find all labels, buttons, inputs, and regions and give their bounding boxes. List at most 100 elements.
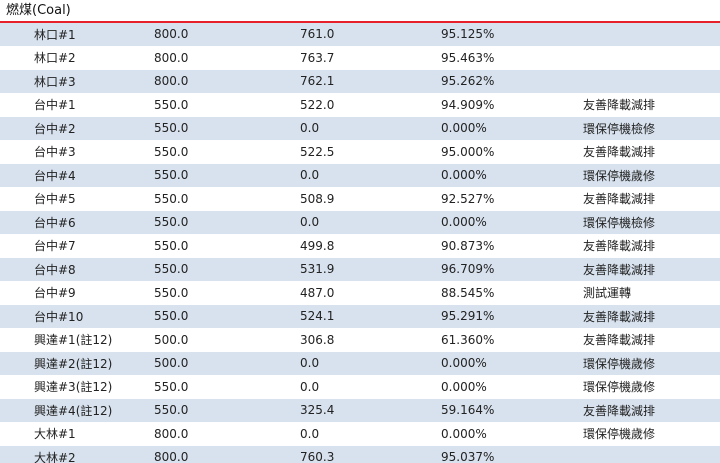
table-row: 林口#2 800.0 763.7 95.463%: [0, 46, 720, 70]
installed-capacity: 500.0: [154, 351, 300, 376]
installed-capacity: 550.0: [154, 281, 300, 305]
installed-capacity: 550.0: [154, 93, 300, 117]
remark: 環保停機歲修: [583, 422, 720, 446]
unit-name: 興達#4(註12): [34, 398, 154, 423]
remark: 友善降載減排: [583, 93, 720, 117]
net-generation: 499.8: [300, 234, 441, 258]
unit-name: 興達#3(註12): [34, 375, 154, 399]
net-generation: 0.0: [300, 210, 441, 235]
row-indent: [0, 398, 34, 423]
unit-name: 台中#10: [34, 304, 154, 329]
remark: 測試運轉: [583, 281, 720, 305]
row-indent: [0, 140, 34, 164]
utilization-ratio: 95.125%: [441, 23, 583, 47]
utilization-ratio: 0.000%: [441, 163, 583, 188]
unit-name: 台中#6: [34, 210, 154, 235]
installed-capacity: 800.0: [154, 23, 300, 47]
coal-units-table: 林口#1 800.0 761.0 95.125% 林口#2 800.0 763.7 95.46…: [0, 23, 720, 463]
installed-capacity: 800.0: [154, 445, 300, 463]
unit-name: 台中#3: [34, 140, 154, 164]
table-row: 台中#1 550.0 522.0 94.909% 友善降載減排: [0, 93, 720, 117]
row-indent: [0, 304, 34, 329]
remark: 環保停機歲修: [583, 163, 720, 188]
unit-name: 台中#2: [34, 116, 154, 141]
installed-capacity: 550.0: [154, 140, 300, 164]
utilization-ratio: 95.262%: [441, 69, 583, 94]
net-generation: 0.0: [300, 163, 441, 188]
remark: 環保停機歲修: [583, 375, 720, 399]
remark: 友善降載減排: [583, 187, 720, 211]
utilization-ratio: 59.164%: [441, 398, 583, 423]
utilization-ratio: 95.000%: [441, 140, 583, 164]
remark: 友善降載減排: [583, 234, 720, 258]
row-indent: [0, 375, 34, 399]
unit-name: 林口#2: [34, 46, 154, 70]
installed-capacity: 800.0: [154, 69, 300, 94]
net-generation: 531.9: [300, 257, 441, 282]
net-generation: 760.3: [300, 445, 441, 463]
table-row: 大林#1 800.0 0.0 0.000% 環保停機歲修: [0, 422, 720, 446]
row-indent: [0, 93, 34, 117]
unit-name: 大林#2: [34, 445, 154, 463]
net-generation: 524.1: [300, 304, 441, 329]
table-row: 台中#5 550.0 508.9 92.527% 友善降載減排: [0, 187, 720, 211]
installed-capacity: 500.0: [154, 328, 300, 352]
unit-name: 林口#1: [34, 23, 154, 47]
table-row: 台中#3 550.0 522.5 95.000% 友善降載減排: [0, 140, 720, 164]
utilization-ratio: 96.709%: [441, 257, 583, 282]
remark: 友善降載減排: [583, 328, 720, 352]
utilization-ratio: 0.000%: [441, 351, 583, 376]
table-row: 台中#8 550.0 531.9 96.709% 友善降載減排: [0, 257, 720, 282]
utilization-ratio: 90.873%: [441, 234, 583, 258]
utilization-ratio: 88.545%: [441, 281, 583, 305]
row-indent: [0, 328, 34, 352]
net-generation: 0.0: [300, 375, 441, 399]
row-indent: [0, 163, 34, 188]
unit-name: 大林#1: [34, 422, 154, 446]
utilization-ratio: 0.000%: [441, 422, 583, 446]
remark: [583, 23, 720, 47]
installed-capacity: 550.0: [154, 375, 300, 399]
remark: 友善降載減排: [583, 398, 720, 423]
net-generation: 762.1: [300, 69, 441, 94]
remark: 友善降載減排: [583, 257, 720, 282]
net-generation: 0.0: [300, 422, 441, 446]
installed-capacity: 800.0: [154, 46, 300, 70]
utilization-ratio: 61.360%: [441, 328, 583, 352]
row-indent: [0, 23, 34, 47]
table-row: 台中#2 550.0 0.0 0.000% 環保停機檢修: [0, 116, 720, 141]
unit-name: 興達#2(註12): [34, 351, 154, 376]
table-row: 林口#1 800.0 761.0 95.125%: [0, 23, 720, 47]
table-row: 興達#3(註12) 550.0 0.0 0.000% 環保停機歲修: [0, 375, 720, 399]
row-indent: [0, 234, 34, 258]
installed-capacity: 550.0: [154, 163, 300, 188]
installed-capacity: 550.0: [154, 210, 300, 235]
net-generation: 522.0: [300, 93, 441, 117]
installed-capacity: 550.0: [154, 187, 300, 211]
net-generation: 522.5: [300, 140, 441, 164]
installed-capacity: 550.0: [154, 304, 300, 329]
row-indent: [0, 69, 34, 94]
utilization-ratio: 0.000%: [441, 116, 583, 141]
remark: 環保停機歲修: [583, 351, 720, 376]
row-indent: [0, 46, 34, 70]
unit-name: 台中#5: [34, 187, 154, 211]
net-generation: 306.8: [300, 328, 441, 352]
table-row: 林口#3 800.0 762.1 95.262%: [0, 69, 720, 94]
net-generation: 325.4: [300, 398, 441, 423]
net-generation: 763.7: [300, 46, 441, 70]
net-generation: 0.0: [300, 116, 441, 141]
utilization-ratio: 95.463%: [441, 46, 583, 70]
table-row: 台中#9 550.0 487.0 88.545% 測試運轉: [0, 281, 720, 305]
utilization-ratio: 94.909%: [441, 93, 583, 117]
net-generation: 761.0: [300, 23, 441, 47]
net-generation: 508.9: [300, 187, 441, 211]
unit-name: 林口#3: [34, 69, 154, 94]
row-indent: [0, 257, 34, 282]
utilization-ratio: 0.000%: [441, 375, 583, 399]
units-table-body: 林口#1 800.0 761.0 95.125% 林口#2 800.0 763.7 95.46…: [0, 23, 720, 463]
remark: [583, 445, 720, 463]
remark: 友善降載減排: [583, 140, 720, 164]
row-indent: [0, 351, 34, 376]
row-indent: [0, 281, 34, 305]
